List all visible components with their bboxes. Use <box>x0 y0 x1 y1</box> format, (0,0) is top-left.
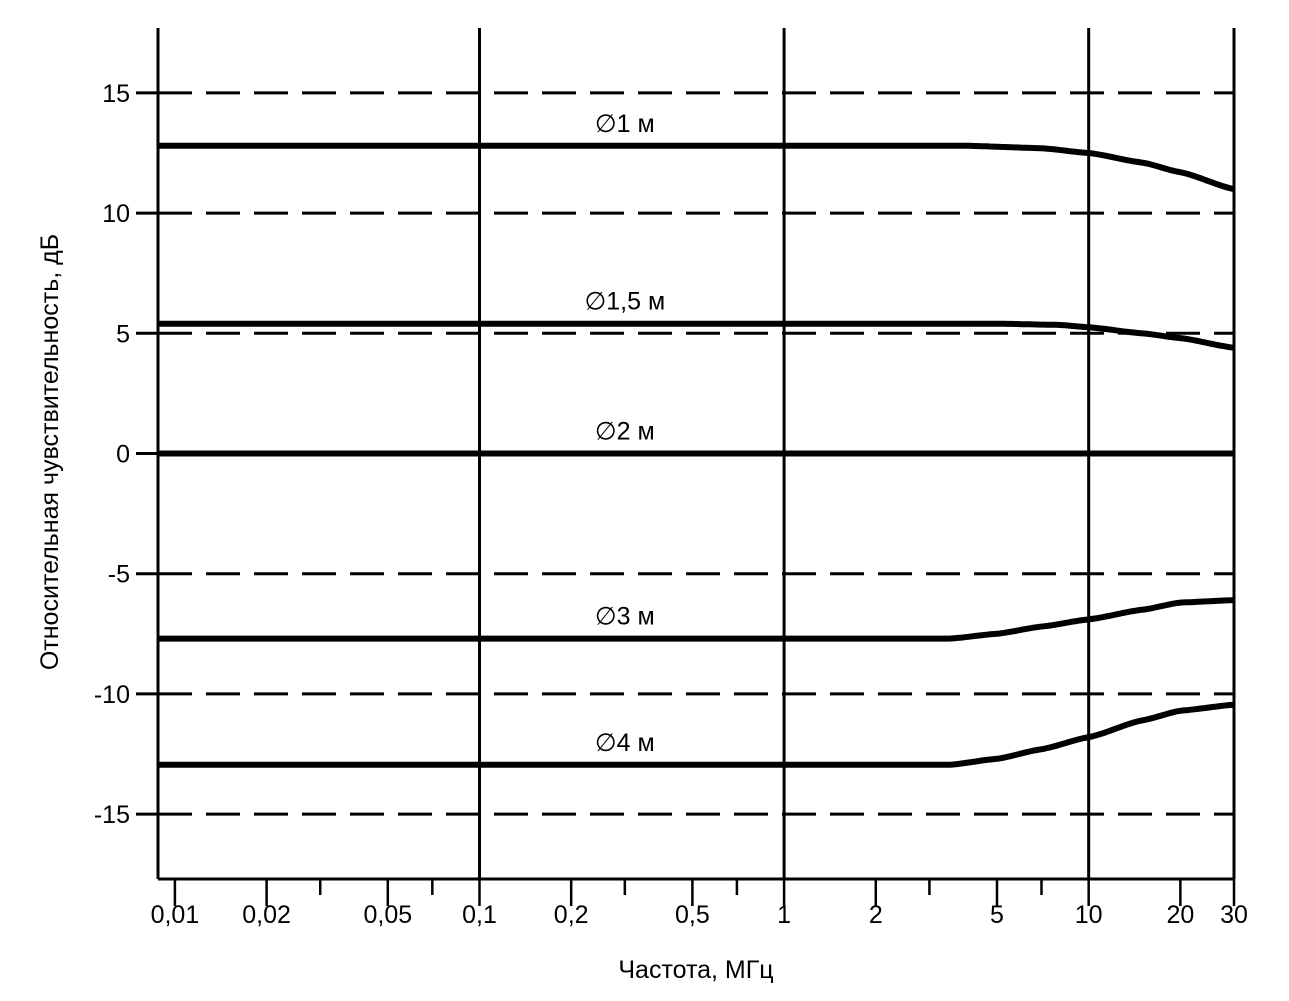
x-tick-label: 0,2 <box>554 901 589 929</box>
y-tick-label: 10 <box>102 200 130 228</box>
x-tick-label: 0,02 <box>242 901 291 929</box>
x-tick-label: 0,05 <box>363 901 412 929</box>
x-tick-label: 0,01 <box>151 901 200 929</box>
series-line <box>158 142 1235 193</box>
series-layer <box>158 142 1235 768</box>
x-axis-label: Частота, МГц <box>618 956 773 984</box>
series-label: ∅2 м <box>595 418 655 446</box>
x-tick-label: 2 <box>869 901 883 929</box>
x-tick-label: 10 <box>1075 901 1103 929</box>
x-tick-label: 5 <box>990 901 1004 929</box>
series-line <box>158 597 1235 642</box>
y-tick-label: 5 <box>116 320 130 348</box>
x-tick-label: 1 <box>777 901 791 929</box>
y-tick-label: 0 <box>116 441 130 469</box>
series-label: ∅4 м <box>595 729 655 757</box>
x-tick-label: 30 <box>1220 901 1248 929</box>
y-tick-label: -15 <box>94 801 130 829</box>
series-label: ∅1,5 м <box>584 288 665 316</box>
x-tick-label: 20 <box>1166 901 1194 929</box>
series-label: ∅3 м <box>595 603 655 631</box>
axes: 15 10 5 0 -5 -10 -15 0,01 0,02 0,05 0,1 0,2 0,5 1 2 5 10… <box>94 28 1248 929</box>
y-tick-label: 15 <box>102 80 130 108</box>
y-axis-label: Относительная чувствительность, дБ <box>36 234 64 670</box>
y-tick-label: -5 <box>108 561 130 589</box>
series-labels: ∅1 м ∅1,5 м ∅2 м ∅3 м ∅4 м <box>584 110 665 757</box>
x-tick-label: 0,1 <box>462 901 497 929</box>
x-tick-label: 0,5 <box>675 901 710 929</box>
series-line <box>158 701 1235 768</box>
y-tick-label: -10 <box>94 681 130 709</box>
series-label: ∅1 м <box>595 110 655 138</box>
series-line <box>158 320 1235 351</box>
